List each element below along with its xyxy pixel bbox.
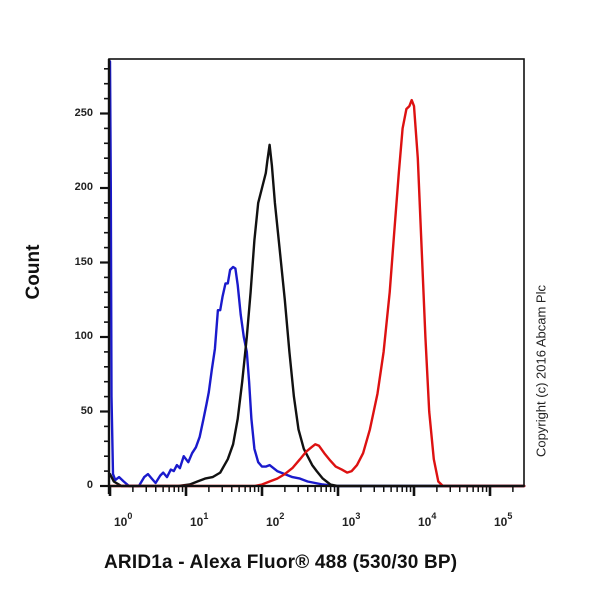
series-line-blue — [108, 60, 526, 488]
copyright-notice: Copyright (c) 2016 Abcam Plc — [533, 285, 549, 457]
x-tick-label: 105 — [494, 511, 513, 529]
x-tick-label: 102 — [266, 511, 285, 529]
y-tick-label: 250 — [74, 106, 93, 119]
y-axis-label: Count — [23, 244, 44, 300]
x-tick-label: 101 — [190, 511, 209, 529]
x-axis-label: ARID1a - Alexa Fluor® 488 (530/30 BP) — [104, 552, 458, 573]
x-tick-label: 100 — [114, 511, 133, 529]
y-tick-label: 0 — [86, 479, 93, 491]
axes-layer — [100, 58, 525, 496]
x-tick-label: 103 — [342, 511, 361, 529]
y-tick-label: 100 — [74, 330, 93, 342]
series-line-black — [108, 143, 526, 488]
y-tick-label: 50 — [80, 404, 93, 417]
y-tick-label: 200 — [74, 181, 93, 193]
y-tick-label: 150 — [74, 255, 93, 268]
plot-frame — [108, 58, 525, 487]
series-layer — [108, 60, 526, 488]
x-tick-label: 104 — [418, 511, 437, 529]
series-line-red — [108, 98, 526, 488]
